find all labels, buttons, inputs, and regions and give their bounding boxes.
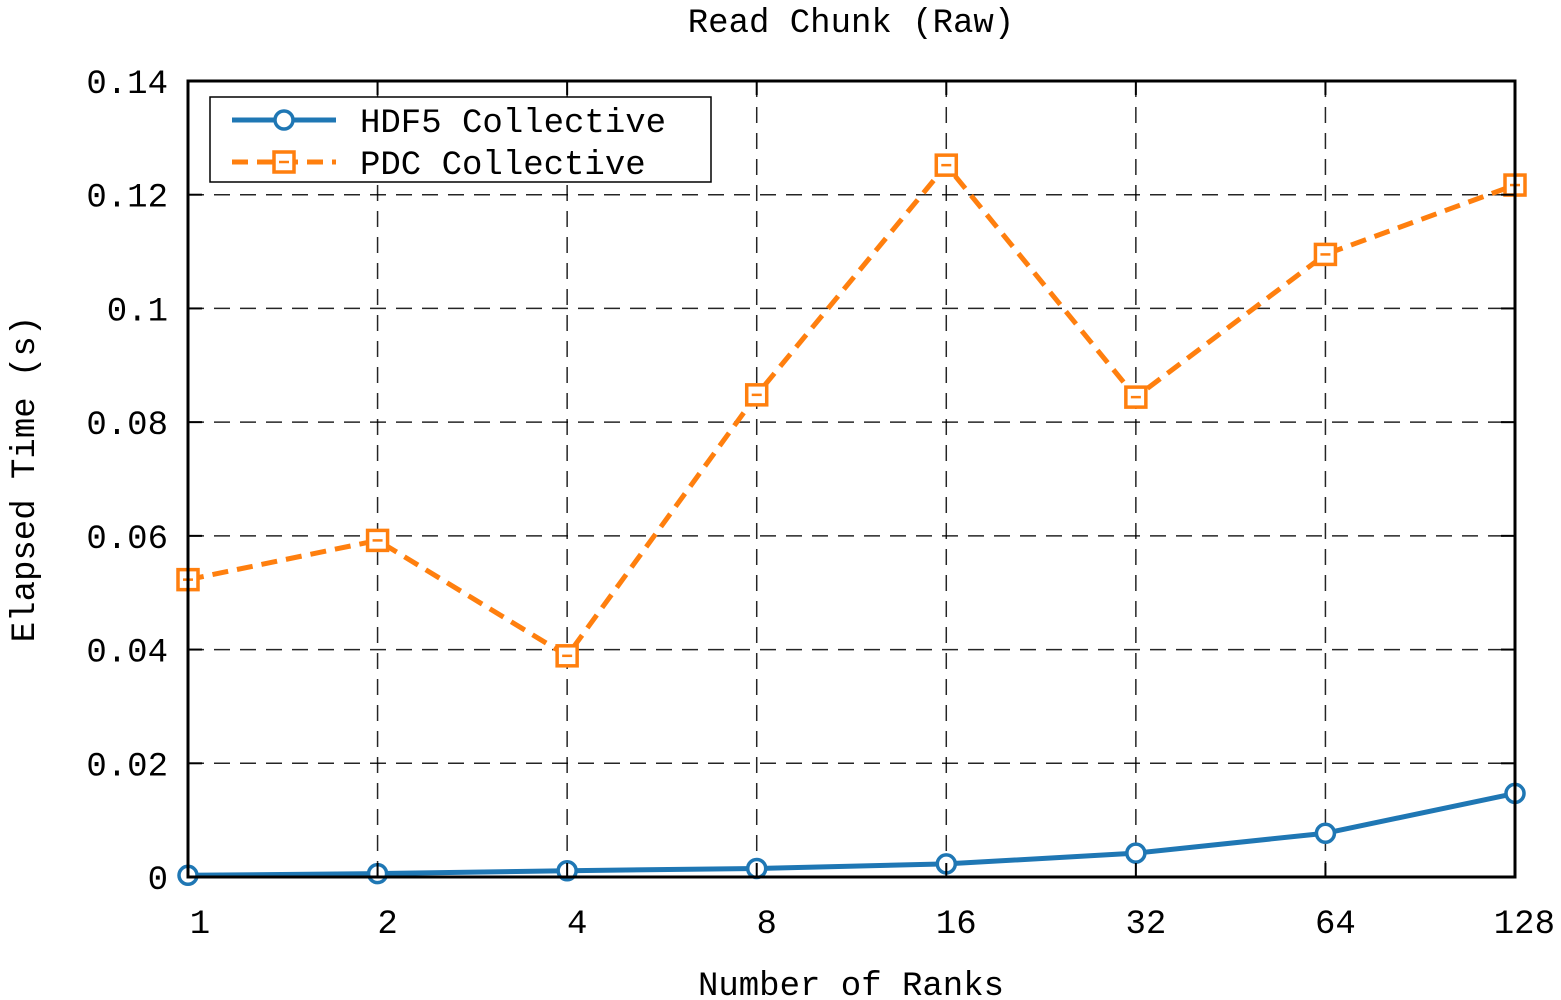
x-tick-label: 64 (1315, 906, 1356, 944)
legend: HDF5 Collective PDC Collective (209, 96, 712, 185)
plot-frame (186, 79, 1517, 879)
y-tick-label: 0.08 (86, 407, 168, 445)
series-line (187, 162, 1516, 659)
series-line (187, 790, 1516, 878)
axis-ticks: 0 0.02 0.04 0.06 0.08 0.1 0.12 0.14 1 2 4 8 16 32 64 12… (86, 66, 1555, 944)
data-point (1125, 842, 1147, 864)
y-tick-label: 0.14 (86, 66, 168, 104)
y-tick-label: 0.02 (86, 748, 168, 786)
x-tick-label: 16 (936, 906, 977, 944)
data-point (273, 109, 295, 131)
y-tick-label: 0.04 (86, 635, 168, 673)
y-tick-label: 0.12 (86, 180, 168, 218)
grid (188, 81, 1515, 877)
y-tick-label: 0.1 (107, 293, 168, 331)
y-axis-label: Elapsed Time (s) (7, 316, 45, 642)
x-tick-label: 128 (1494, 906, 1555, 944)
series-layer (176, 153, 1527, 887)
x-tick-label: 2 (377, 906, 397, 944)
x-axis-label: Number of Ranks (698, 968, 1004, 1000)
legend-label: HDF5 Collective (360, 105, 666, 143)
x-tick-label: 32 (1125, 906, 1166, 944)
x-tick-label: 4 (567, 906, 587, 944)
x-tick-label: 8 (757, 906, 777, 944)
chart-title: Read Chunk (Raw) (688, 5, 1014, 43)
y-tick-label: 0 (148, 862, 168, 900)
series-hdf5-collective (177, 782, 1526, 887)
legend-label: PDC Collective (360, 147, 646, 185)
data-point (1314, 822, 1337, 844)
x-tick-label: 1 (190, 906, 210, 944)
series-pdc-collective (176, 153, 1527, 668)
y-tick-label: 0.06 (86, 521, 168, 559)
